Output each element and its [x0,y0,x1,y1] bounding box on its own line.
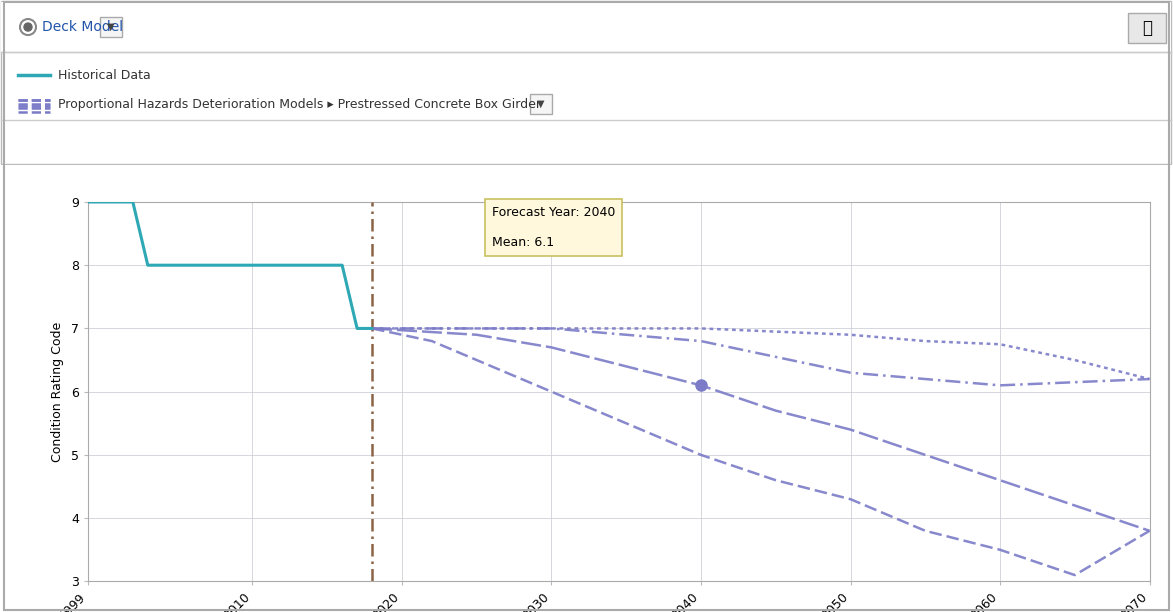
Historical Data [126,198,140,206]
Upper Bound [694,325,708,332]
Lower Bound [619,420,633,427]
Bar [530,94,552,114]
Mean [843,426,857,433]
Lower Bound [1143,527,1157,534]
Text: 🖫: 🖫 [1143,19,1152,37]
Legend: Historical Data, Forecast Start Year, Upper Bound, Lower Bound, Mean, Median: Historical Data, Forecast Start Year, Up… [250,147,988,170]
Median [694,337,708,345]
Historical Data [365,325,379,332]
Upper Bound [843,331,857,338]
Upper Bound [918,337,933,345]
Upper Bound [994,340,1008,348]
Lower Bound [994,546,1008,553]
Mean [365,325,379,332]
Median [1067,378,1082,386]
Y-axis label: Condition Rating Code: Condition Rating Code [50,321,65,462]
Median [1143,375,1157,382]
Mean [918,451,933,458]
Lower Bound [544,388,558,395]
Lower Bound [694,451,708,458]
Circle shape [20,19,36,35]
Mean [544,344,558,351]
Bar [100,17,122,37]
Median [843,369,857,376]
Median [994,382,1008,389]
Upper Bound [469,325,483,332]
Mean [469,331,483,338]
Line: Median: Median [372,329,1150,386]
Median [544,325,558,332]
Line: Historical Data: Historical Data [88,202,372,329]
Median [619,331,633,338]
Line: Mean: Mean [372,329,1150,531]
Mean [694,382,708,389]
Historical Data [245,261,259,269]
Mean [768,407,782,414]
Mean [994,477,1008,484]
Bar [1128,13,1166,43]
Text: Deck Model: Deck Model [42,20,123,34]
Lower Bound [918,527,933,534]
Lower Bound [425,337,439,345]
Historical Data [81,198,95,206]
Median [918,375,933,382]
Line: Lower Bound: Lower Bound [372,329,1150,575]
Upper Bound [365,325,379,332]
Lower Bound [365,325,379,332]
Line: Upper Bound: Upper Bound [372,329,1150,379]
Mean [1143,527,1157,534]
Circle shape [23,23,32,31]
Median [469,325,483,332]
Upper Bound [619,325,633,332]
Historical Data [350,325,364,332]
Lower Bound [768,477,782,484]
Text: ▼: ▼ [537,99,544,109]
Text: Historical Data: Historical Data [57,69,151,81]
Bar [1,2,1171,52]
Text: ▼: ▼ [107,22,115,32]
Lower Bound [843,496,857,503]
Upper Bound [768,328,782,335]
Text: Forecast Year: 2040

Mean: 6.1: Forecast Year: 2040 Mean: 6.1 [491,206,615,249]
Lower Bound [469,356,483,364]
Upper Bound [544,325,558,332]
Mean [619,363,633,370]
Historical Data [141,261,155,269]
Median [365,325,379,332]
Lower Bound [1067,572,1082,579]
Upper Bound [1143,375,1157,382]
Historical Data [335,261,350,269]
Median [768,353,782,360]
Upper Bound [1067,356,1082,364]
Mean [1067,502,1082,509]
Text: Proportional Hazards Deterioration Models ▸ Prestressed Concrete Box Girder: Proportional Hazards Deterioration Model… [57,98,541,111]
